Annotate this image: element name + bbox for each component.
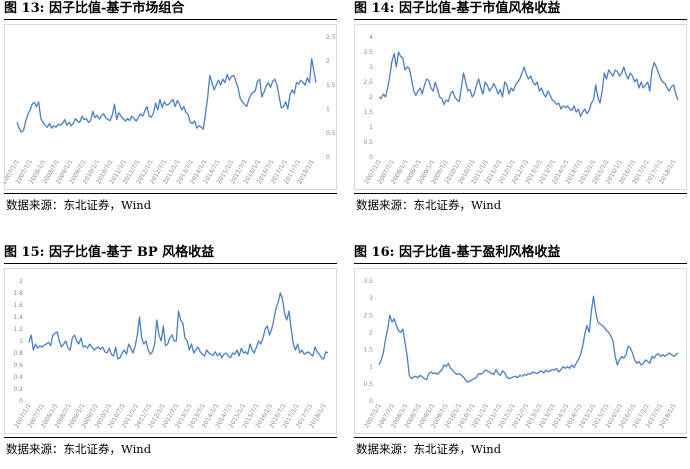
y-tick-label: 1 (369, 124, 373, 131)
chart-area: 0 0.5 1 1.5 2 2.5 3 3.5 2007/1/1 2007/7/1 2008/1/1… (354, 268, 687, 434)
line-chart: 00.511.522.533.542007/1/12007/7/12008/1/… (363, 34, 679, 185)
y-tick-label: 0.2 (13, 386, 23, 393)
y-tick-label: 2.5 (363, 79, 373, 86)
y-tick-label: 0.5 (326, 130, 336, 137)
y-tick-label: 2 (369, 94, 373, 101)
line-chart: 00.511.522.52007/1/12007/7/12008/1/12008… (5, 34, 336, 185)
y-tick-label: 2 (326, 58, 330, 65)
y-tick-label: 3.5 (363, 49, 373, 56)
y-tick-label: 3 (369, 64, 373, 71)
source-rule (354, 193, 687, 194)
figure-title: 图 13: 因子比值-基于市场组合 (4, 1, 185, 16)
y-tick-label: 1.4 (13, 314, 23, 321)
figure-title: 图 15: 因子比值-基于 BP 风格收益 (4, 245, 215, 260)
y-tick-label: 1.5 (363, 109, 373, 116)
series-line (378, 51, 679, 118)
y-tick-label: 2 (19, 278, 23, 285)
y-tick-label: 0 (369, 154, 373, 161)
title-rule (354, 263, 687, 264)
source-note: 数据来源：东北证券，Wind (356, 442, 502, 456)
chart-area: 0 0.5 1 1.5 2 2.5 3 3.5 4 2007/1/1 2007/7/1 2008/1/… (354, 24, 687, 190)
y-tick-label: 0.8 (13, 350, 23, 357)
chart-area: 0 0.5 1 1.5 2 2.5 2007/1/1 2007/7/1 2008/1/1 2008… (4, 24, 337, 190)
chart-panel-13: 图 13: 因子比值-基于市场组合 0 0.5 1 1.5 2 2.5 2007/1/1 20… (4, 0, 337, 225)
y-tick-label: 1.5 (363, 347, 373, 354)
chart-panel-14: 图 14: 因子比值-基于市值风格收益 0 0.5 1 1.5 2 2.5 3 3.5 4 200… (354, 0, 687, 225)
y-tick-label: 0.6 (13, 362, 23, 369)
y-tick-label: 1 (19, 338, 23, 345)
y-tick-label: 0.5 (363, 381, 373, 388)
y-tick-label: 1.5 (326, 82, 336, 89)
y-tick-label: 2 (369, 329, 373, 336)
series-line (16, 57, 317, 133)
source-note: 数据来源：东北证券，Wind (6, 442, 152, 456)
y-tick-label: 0 (19, 398, 23, 405)
source-note: 数据来源：东北证券，Wind (356, 198, 502, 212)
y-tick-label: 0 (326, 154, 330, 161)
chart-panel-16: 图 16: 因子比值-基于盈利风格收益 0 0.5 1 1.5 2 2.5 3 3.5 2007… (354, 244, 687, 469)
y-tick-label: 2.5 (363, 312, 373, 319)
y-tick-label: 4 (369, 34, 373, 41)
line-chart: 00.20.40.60.811.21.41.61.822007/1/12007/… (13, 278, 329, 429)
source-rule (4, 193, 337, 194)
series-line (378, 295, 679, 383)
source-rule (4, 437, 337, 438)
y-tick-label: 1 (326, 106, 330, 113)
y-tick-label: 3 (369, 295, 373, 302)
source-rule (354, 437, 687, 438)
line-chart: 00.511.522.533.52007/1/12007/7/12008/1/1… (363, 278, 679, 429)
y-tick-label: 1 (369, 364, 373, 371)
title-rule (4, 19, 337, 20)
figure-title: 图 14: 因子比值-基于市值风格收益 (354, 1, 561, 16)
y-tick-label: 1.8 (13, 290, 23, 297)
title-rule (4, 263, 337, 264)
chart-area: 0 0.2 0.4 0.6 0.8 1 1.2 1.4 1.6 1.8 2 2007/1/1 2007/… (4, 268, 337, 434)
y-tick-label: 0.4 (13, 374, 23, 381)
y-tick-label: 0 (369, 398, 373, 405)
y-tick-label: 2.5 (326, 34, 336, 41)
y-tick-label: 1.2 (13, 326, 23, 333)
series-line (28, 292, 329, 360)
y-tick-label: 0.5 (363, 139, 373, 146)
title-rule (354, 19, 687, 20)
figure-title: 图 16: 因子比值-基于盈利风格收益 (354, 245, 561, 260)
chart-panel-15: 图 15: 因子比值-基于 BP 风格收益 0 0.2 0.4 0.6 0.8 1 1.2 1… (4, 244, 337, 469)
y-tick-label: 1.6 (13, 302, 23, 309)
y-tick-label: 3.5 (363, 278, 373, 285)
source-note: 数据来源：东北证券，Wind (6, 198, 152, 212)
